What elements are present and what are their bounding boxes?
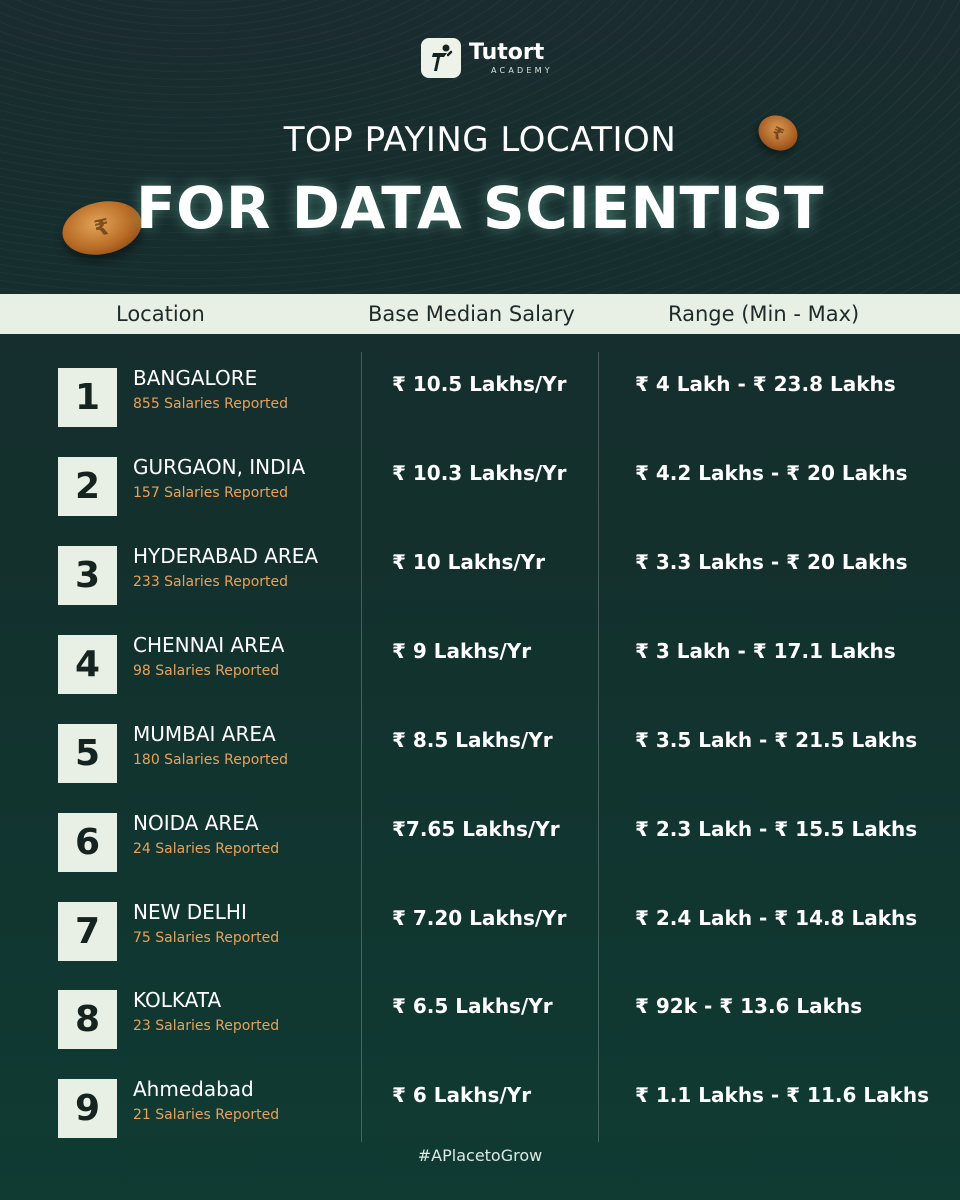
city-name: HYDERABAD AREA bbox=[133, 544, 319, 568]
salary-range: ₹ 1.1 Lakhs - ₹ 11.6 Lakhs bbox=[635, 1083, 930, 1107]
salaries-reported: 21 Salaries Reported bbox=[133, 1107, 280, 1123]
city-name: GURGAON, INDIA bbox=[133, 455, 306, 479]
salaries-reported: 233 Salaries Reported bbox=[133, 574, 289, 590]
salary-range: ₹ 2.3 Lakh - ₹ 15.5 Lakhs bbox=[635, 817, 918, 841]
city-name: NEW DELHI bbox=[133, 900, 247, 924]
salary-range: ₹ 3.5 Lakh - ₹ 21.5 Lakhs bbox=[635, 728, 918, 752]
salary-range: ₹ 4.2 Lakhs - ₹ 20 Lakhs bbox=[635, 461, 908, 485]
city-name: Ahmedabad bbox=[133, 1077, 254, 1101]
salaries-reported: 98 Salaries Reported bbox=[133, 663, 280, 679]
rank-badge: 3 bbox=[58, 546, 117, 605]
salary-range: ₹ 3.3 Lakhs - ₹ 20 Lakhs bbox=[635, 550, 908, 574]
rank-badge: 8 bbox=[58, 990, 117, 1049]
column-divider bbox=[361, 352, 362, 1142]
column-divider bbox=[598, 352, 599, 1142]
brand-logo: Tutort ACADEMY bbox=[421, 38, 553, 78]
salaries-reported: 24 Salaries Reported bbox=[133, 841, 280, 857]
salary-range: ₹ 2.4 Lakh - ₹ 14.8 Lakhs bbox=[635, 906, 918, 930]
rank-badge: 9 bbox=[58, 1079, 117, 1138]
footer-hashtag: #APlacetoGrow bbox=[417, 1146, 543, 1165]
rank-badge: 6 bbox=[58, 813, 117, 872]
table-row: 7 NEW DELHI 75 Salaries Reported ₹ 7.20 … bbox=[0, 900, 960, 972]
salaries-reported: 855 Salaries Reported bbox=[133, 396, 289, 412]
city-name: MUMBAI AREA bbox=[133, 722, 276, 746]
median-salary: ₹ 6 Lakhs/Yr bbox=[392, 1083, 532, 1107]
salaries-reported: 157 Salaries Reported bbox=[133, 485, 289, 501]
median-salary: ₹7.65 Lakhs/Yr bbox=[392, 817, 560, 841]
city-name: CHENNAI AREA bbox=[133, 633, 285, 657]
table-row: 5 MUMBAI AREA 180 Salaries Reported ₹ 8.… bbox=[0, 722, 960, 794]
median-salary: ₹ 8.5 Lakhs/Yr bbox=[392, 728, 553, 752]
brand-name: Tutort bbox=[469, 39, 545, 65]
salary-range: ₹ 4 Lakh - ₹ 23.8 Lakhs bbox=[635, 372, 896, 396]
table-row: 2 GURGAON, INDIA 157 Salaries Reported ₹… bbox=[0, 455, 960, 527]
table-row: 9 Ahmedabad 21 Salaries Reported ₹ 6 Lak… bbox=[0, 1077, 960, 1149]
median-salary: ₹ 10.5 Lakhs/Yr bbox=[392, 372, 567, 396]
median-salary: ₹ 6.5 Lakhs/Yr bbox=[392, 994, 553, 1018]
salary-range: ₹ 3 Lakh - ₹ 17.1 Lakhs bbox=[635, 639, 896, 663]
city-name: BANGALORE bbox=[133, 366, 258, 390]
city-name: NOIDA AREA bbox=[133, 811, 259, 835]
column-header-salary: Base Median Salary bbox=[368, 302, 575, 326]
page-title-line2: FOR DATA SCIENTIST bbox=[135, 174, 824, 242]
table-row: 1 BANGALORE 855 Salaries Reported ₹ 10.5… bbox=[0, 366, 960, 438]
rank-badge: 4 bbox=[58, 635, 117, 694]
table-row: 3 HYDERABAD AREA 233 Salaries Reported ₹… bbox=[0, 544, 960, 616]
median-salary: ₹ 10 Lakhs/Yr bbox=[392, 550, 546, 574]
rank-badge: 2 bbox=[58, 457, 117, 516]
median-salary: ₹ 7.20 Lakhs/Yr bbox=[392, 906, 567, 930]
running-figure-icon bbox=[421, 38, 461, 78]
salaries-reported: 23 Salaries Reported bbox=[133, 1018, 280, 1034]
median-salary: ₹ 10.3 Lakhs/Yr bbox=[392, 461, 567, 485]
table-row: 4 CHENNAI AREA 98 Salaries Reported ₹ 9 … bbox=[0, 633, 960, 705]
rank-badge: 1 bbox=[58, 368, 117, 427]
table-header: Location Base Median Salary Range (Min -… bbox=[0, 294, 960, 334]
median-salary: ₹ 9 Lakhs/Yr bbox=[392, 639, 532, 663]
brand-subtitle: ACADEMY bbox=[491, 65, 553, 75]
city-name: KOLKATA bbox=[133, 988, 222, 1012]
table-row: 6 NOIDA AREA 24 Salaries Reported ₹7.65 … bbox=[0, 811, 960, 883]
column-header-range: Range (Min - Max) bbox=[668, 302, 860, 326]
rank-badge: 5 bbox=[58, 724, 117, 783]
page-title-line1: TOP PAYING LOCATION bbox=[283, 120, 677, 160]
salaries-reported: 75 Salaries Reported bbox=[133, 930, 280, 946]
salary-range: ₹ 92k - ₹ 13.6 Lakhs bbox=[635, 994, 863, 1018]
table-row: 8 KOLKATA 23 Salaries Reported ₹ 6.5 Lak… bbox=[0, 988, 960, 1060]
rank-badge: 7 bbox=[58, 902, 117, 961]
column-header-location: Location bbox=[116, 302, 205, 326]
salaries-reported: 180 Salaries Reported bbox=[133, 752, 289, 768]
